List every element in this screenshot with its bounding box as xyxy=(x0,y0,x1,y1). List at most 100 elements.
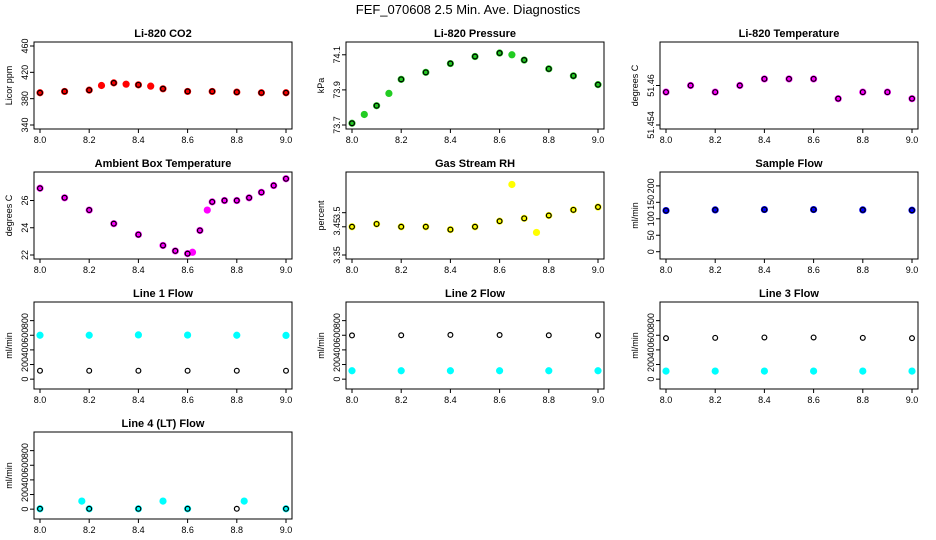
y-tick-label: 800 xyxy=(332,313,342,328)
data-point xyxy=(196,227,203,234)
plot-frame xyxy=(659,171,919,260)
data-point xyxy=(496,218,503,225)
y-tick-label: 3.35 xyxy=(332,246,342,264)
x-tick-label: 8.8 xyxy=(857,265,870,275)
data-point xyxy=(521,57,528,64)
x-tick-label: 8.6 xyxy=(493,135,506,145)
x-tick-label: 8.2 xyxy=(709,265,722,275)
panel-1: Li-820 CO2 8.0 8.2 8.4 8.6 8.8 9.0 340 380 420 460… xyxy=(4,28,293,145)
data-point xyxy=(859,89,866,96)
x-tick-label: 8.8 xyxy=(231,265,244,275)
data-point xyxy=(859,367,867,375)
y-tick-label: 200 xyxy=(332,357,342,372)
y-axis-label: ml/min xyxy=(630,332,640,359)
data-point xyxy=(532,228,541,237)
data-point xyxy=(472,223,479,230)
data-point xyxy=(835,95,842,102)
data-point xyxy=(86,367,93,374)
x-tick-label: 8.0 xyxy=(34,525,47,535)
data-point xyxy=(398,332,405,339)
x-tick-label: 8.2 xyxy=(83,265,96,275)
data-point xyxy=(908,335,915,342)
data-point xyxy=(360,110,368,119)
series-cyan xyxy=(662,367,916,375)
y-tick-label: 400 xyxy=(20,342,30,357)
x-tick-label: 8.8 xyxy=(857,135,870,145)
y-axis-label: Licor ppm xyxy=(4,66,14,106)
data-point xyxy=(508,180,516,189)
y-tick-label: 100 xyxy=(646,211,656,226)
x-tick-label: 8.2 xyxy=(395,265,408,275)
panel-10: Line 4 (LT) Flow 8.0 8.2 8.4 8.6 8.8 9.0 0 20040… xyxy=(4,418,293,535)
data-point xyxy=(809,367,818,375)
data-point xyxy=(373,220,380,227)
y-tick-label: 0 xyxy=(20,507,30,512)
data-point xyxy=(521,215,528,222)
panel-3: Li-820 Temperature 8.0 8.2 8.4 8.6 8.8 9.0 51.4… xyxy=(630,28,919,145)
x-tick-label: 8.0 xyxy=(346,395,359,405)
series-cyan xyxy=(36,331,290,340)
data-point xyxy=(184,505,191,512)
data-point xyxy=(385,89,393,98)
y-tick-label: 150 xyxy=(646,195,656,210)
data-point xyxy=(594,204,601,211)
data-point xyxy=(160,85,167,92)
plot-frame xyxy=(33,431,293,520)
data-point xyxy=(545,332,552,339)
x-tick-label: 8.4 xyxy=(758,265,771,275)
series-green xyxy=(348,49,602,127)
data-point xyxy=(712,89,719,96)
data-point xyxy=(283,175,290,182)
y-axis-label: kPa xyxy=(316,78,326,94)
data-point xyxy=(270,182,277,189)
data-point xyxy=(135,367,142,374)
x-tick-label: 8.8 xyxy=(231,395,244,405)
x-tick-label: 8.4 xyxy=(132,135,145,145)
x-tick-label: 8.8 xyxy=(543,265,556,275)
x-tick-label: 9.0 xyxy=(906,395,919,405)
x-tick-label: 8.4 xyxy=(758,395,771,405)
y-tick-label: 0 xyxy=(332,377,342,382)
x-tick-label: 8.2 xyxy=(709,135,722,145)
x-tick-label: 8.8 xyxy=(231,525,244,535)
y-tick-label: 400 xyxy=(332,342,342,357)
data-point xyxy=(496,50,503,57)
x-tick-label: 8.6 xyxy=(493,395,506,405)
data-point xyxy=(810,75,817,82)
data-point xyxy=(61,88,68,95)
data-point xyxy=(86,505,93,512)
x-tick-label: 8.2 xyxy=(395,135,408,145)
panel-7: Line 1 Flow 8.0 8.2 8.4 8.6 8.8 9.0 0 2004006008… xyxy=(4,288,293,405)
x-tick-label: 8.8 xyxy=(857,395,870,405)
x-tick-label: 8.6 xyxy=(807,135,820,145)
y-axis-label: percent xyxy=(316,200,326,231)
x-tick-label: 8.6 xyxy=(181,265,194,275)
y-tick-label: 400 xyxy=(646,342,656,357)
data-point xyxy=(545,65,552,72)
data-point xyxy=(884,89,891,96)
data-point xyxy=(736,82,743,89)
y-tick-label: 600 xyxy=(332,328,342,343)
y-tick-label: 3.45 xyxy=(332,218,342,236)
panel-title: Line 1 Flow xyxy=(133,288,193,300)
plot-frame xyxy=(345,41,605,130)
panel-title: Li-820 Temperature xyxy=(739,28,840,40)
data-point xyxy=(135,81,142,88)
x-tick-label: 8.6 xyxy=(807,395,820,405)
x-tick-label: 8.2 xyxy=(83,135,96,145)
data-point xyxy=(36,89,43,96)
data-point xyxy=(172,247,179,254)
data-point xyxy=(908,207,915,214)
data-point xyxy=(496,332,503,339)
data-point xyxy=(246,194,253,201)
x-tick-label: 8.2 xyxy=(83,395,96,405)
series-black xyxy=(349,331,601,339)
x-tick-label: 8.0 xyxy=(34,265,47,275)
data-point xyxy=(283,505,290,512)
plot-frame xyxy=(345,171,605,260)
series-black xyxy=(36,505,290,512)
data-point xyxy=(233,89,240,96)
x-tick-label: 9.0 xyxy=(280,265,293,275)
y-tick-label: 600 xyxy=(646,328,656,343)
data-point xyxy=(240,497,248,505)
